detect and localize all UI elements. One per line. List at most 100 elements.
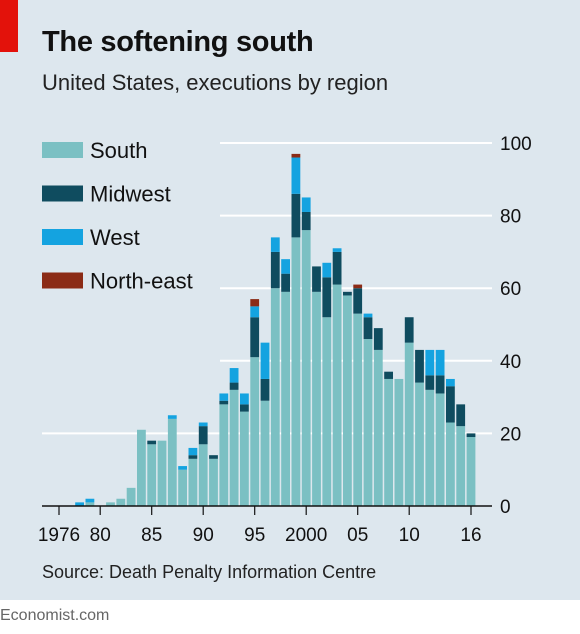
bar-segment-south-2011 xyxy=(415,382,424,506)
bar-segment-midwest-2006 xyxy=(363,317,373,340)
legend-label-west: West xyxy=(90,225,140,250)
bar-segment-midwest-1996 xyxy=(260,378,270,401)
y-tick-label: 0 xyxy=(500,497,511,518)
bar-segment-midwest-2013 xyxy=(435,375,445,394)
legend-swatch-north-east xyxy=(42,272,83,289)
x-tick-label: 05 xyxy=(347,525,368,546)
bar-segment-north-east-2005 xyxy=(353,284,363,289)
bar-segment-west-1990 xyxy=(198,422,208,427)
legend-swatch-west xyxy=(42,229,83,245)
bar-segment-west-1998 xyxy=(281,259,290,274)
y-tick-label: 100 xyxy=(500,134,532,155)
bar-segment-midwest-1992 xyxy=(219,400,229,405)
bar-segment-south-1997 xyxy=(270,288,280,506)
bar-segment-midwest-2000 xyxy=(301,211,311,231)
legend-label-south: South xyxy=(90,138,148,163)
bar-segment-south-1999 xyxy=(291,237,301,506)
bar-segment-north-east-1999 xyxy=(291,153,301,158)
bar-segment-south-1979 xyxy=(85,502,95,506)
bar-segment-west-2013 xyxy=(435,349,445,376)
x-tick-label: 10 xyxy=(399,525,420,546)
bar-segment-south-2015 xyxy=(456,426,466,506)
bar-segment-midwest-2012 xyxy=(425,375,435,390)
bar-segment-west-1994 xyxy=(240,393,249,405)
bar-segment-midwest-2001 xyxy=(312,266,321,292)
x-tick-label: 16 xyxy=(460,525,481,546)
x-tick-label: 2000 xyxy=(285,525,327,546)
bar-segment-west-1987 xyxy=(167,415,177,419)
bar-segment-south-2003 xyxy=(332,284,342,506)
bar-segment-north-east-1995 xyxy=(250,299,260,307)
bar-segment-south-1988 xyxy=(178,469,187,506)
bar-segment-midwest-1995 xyxy=(250,317,260,358)
bar-segment-west-2003 xyxy=(332,248,342,252)
bar-segment-south-1994 xyxy=(240,411,249,506)
bar-segment-west-2014 xyxy=(446,378,455,387)
bar-segment-south-1992 xyxy=(219,404,229,506)
bar-segment-midwest-1998 xyxy=(281,273,290,292)
y-tick-label: 20 xyxy=(500,424,521,445)
bar-segment-west-2000 xyxy=(301,197,311,212)
bar-segment-west-2002 xyxy=(322,262,332,278)
bar-segment-south-1983 xyxy=(126,487,136,506)
bar-segment-west-1988 xyxy=(178,466,187,470)
bar-segment-midwest-2014 xyxy=(446,386,455,423)
x-axis: 1976 80 85 90 95 2000 05 10 16 xyxy=(38,505,492,546)
x-tick-label: 80 xyxy=(90,525,111,546)
bar-segment-west-1989 xyxy=(188,447,198,456)
bar-segment-midwest-1991 xyxy=(209,455,218,459)
bar-segment-midwest-2003 xyxy=(332,251,342,285)
y-tick-label: 60 xyxy=(500,279,521,300)
bar-segment-midwest-2015 xyxy=(456,404,466,427)
bar-segment-south-1984 xyxy=(137,429,146,506)
legend-label-midwest: Midwest xyxy=(90,182,171,207)
bar-segment-midwest-1989 xyxy=(188,455,198,459)
bar-segment-south-2014 xyxy=(446,422,455,506)
bar-segment-south-2007 xyxy=(373,349,383,506)
bars xyxy=(75,153,476,506)
bar-segment-west-1997 xyxy=(270,237,280,252)
legend: South Midwest West North-east xyxy=(42,138,193,294)
bar-segment-south-2006 xyxy=(363,339,373,506)
legend-swatch-south xyxy=(42,142,83,158)
bar-segment-south-1993 xyxy=(229,389,239,506)
bar-segment-south-2005 xyxy=(353,313,363,506)
bar-segment-midwest-2016 xyxy=(466,433,476,438)
bar-segment-south-2001 xyxy=(312,291,321,506)
bar-segment-south-1998 xyxy=(281,291,290,506)
bar-segment-south-1987 xyxy=(167,418,177,506)
bar-segment-west-1999 xyxy=(291,157,301,194)
bar-segment-midwest-2002 xyxy=(322,277,332,318)
bar-segment-south-2016 xyxy=(466,437,476,506)
y-tick-label: 40 xyxy=(500,352,521,373)
y-tick-label: 80 xyxy=(500,207,521,228)
bar-segment-midwest-1985 xyxy=(147,440,157,445)
bar-segment-south-1991 xyxy=(209,458,218,506)
bar-segment-midwest-2007 xyxy=(373,328,383,350)
bar-segment-south-1996 xyxy=(260,400,270,506)
bar-segment-midwest-2010 xyxy=(404,317,414,343)
legend-label-north-east: North-east xyxy=(90,269,193,294)
bar-segment-south-1985 xyxy=(147,444,157,506)
bar-segment-south-2004 xyxy=(343,295,352,506)
bar-segment-south-1990 xyxy=(198,444,208,506)
bar-segment-midwest-2004 xyxy=(343,291,352,296)
bar-segment-west-1992 xyxy=(219,393,229,401)
chart-subtitle: United States, executions by region xyxy=(42,70,389,95)
bar-segment-midwest-2011 xyxy=(415,349,424,383)
bar-segment-midwest-1997 xyxy=(270,251,280,289)
bar-segment-midwest-1993 xyxy=(229,382,239,390)
x-tick-label: 85 xyxy=(141,525,162,546)
bar-segment-midwest-2005 xyxy=(353,288,363,314)
x-tick-label: 1976 xyxy=(38,525,80,546)
x-tick-label: 90 xyxy=(193,525,214,546)
chart-plot: 1976 80 85 90 95 2000 05 10 16 0 20 40 60 80 100 Sout… xyxy=(38,134,532,546)
y-axis-ticks: 0 20 40 60 80 100 xyxy=(500,134,532,518)
bar-segment-south-1981 xyxy=(106,502,115,506)
bar-segment-midwest-1999 xyxy=(291,193,301,238)
bar-segment-south-2002 xyxy=(322,317,332,506)
bar-segment-midwest-2008 xyxy=(384,371,393,379)
bar-segment-south-1982 xyxy=(116,498,126,506)
bar-segment-west-1993 xyxy=(229,368,239,383)
legend-swatch-midwest xyxy=(42,185,83,202)
